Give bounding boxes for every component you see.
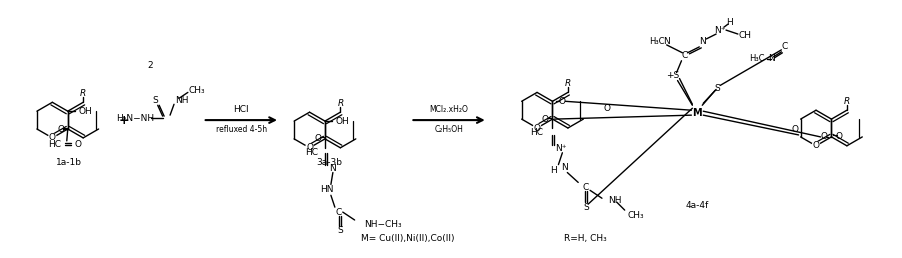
Text: O: O <box>558 97 566 106</box>
Text: CH₃: CH₃ <box>627 211 643 220</box>
Circle shape <box>811 142 819 150</box>
Text: CH₃: CH₃ <box>189 86 206 95</box>
Text: H₃C: H₃C <box>748 54 764 63</box>
Text: C: C <box>780 42 787 51</box>
Text: N⁺: N⁺ <box>554 144 566 153</box>
Text: S: S <box>336 226 342 235</box>
Circle shape <box>532 124 540 132</box>
Text: O: O <box>835 132 842 141</box>
Text: N: N <box>560 163 567 172</box>
Text: O: O <box>819 132 826 141</box>
Text: O: O <box>75 140 81 149</box>
Text: C: C <box>681 51 686 60</box>
Text: C: C <box>582 183 587 192</box>
Text: O: O <box>49 133 56 142</box>
Text: NH: NH <box>175 96 189 105</box>
Text: C: C <box>336 208 342 217</box>
Text: H: H <box>726 18 732 27</box>
Text: H₂N−NH: H₂N−NH <box>116 114 154 123</box>
Text: O: O <box>314 134 321 143</box>
Text: HC: HC <box>305 148 318 157</box>
Text: MCl₂.xH₂O: MCl₂.xH₂O <box>429 105 468 114</box>
Text: N: N <box>663 37 669 46</box>
Text: S: S <box>583 203 588 212</box>
Text: N: N <box>768 54 774 63</box>
Text: HC: HC <box>48 140 60 149</box>
Text: 4a-4f: 4a-4f <box>685 201 708 210</box>
Circle shape <box>305 144 313 152</box>
Text: N⁺: N⁺ <box>713 26 725 35</box>
Text: S: S <box>152 96 158 105</box>
Text: O: O <box>306 143 313 152</box>
Text: 3a-3b: 3a-3b <box>316 158 342 167</box>
Text: H: H <box>549 166 557 175</box>
Text: R: R <box>842 97 849 106</box>
Text: 1a-1b: 1a-1b <box>56 158 82 167</box>
Text: O: O <box>812 141 819 150</box>
Text: NH−CH₃: NH−CH₃ <box>364 220 401 229</box>
Text: R: R <box>80 89 87 98</box>
Text: HN: HN <box>320 185 334 194</box>
Text: +: + <box>118 114 129 127</box>
Text: O: O <box>540 115 548 124</box>
Text: S: S <box>713 84 719 93</box>
Text: R: R <box>336 99 343 108</box>
Text: NH: NH <box>607 196 621 205</box>
Text: O: O <box>603 104 611 113</box>
Text: O: O <box>57 125 64 133</box>
Text: O: O <box>790 125 797 133</box>
Text: H₃C: H₃C <box>649 37 664 46</box>
Text: M= Cu(II),Ni(II),Co(II): M= Cu(II),Ni(II),Co(II) <box>361 234 454 243</box>
Text: M: M <box>692 108 702 118</box>
Text: OH: OH <box>78 107 92 116</box>
Text: refluxed 4-5h: refluxed 4-5h <box>216 125 267 134</box>
Text: HC: HC <box>530 128 543 138</box>
Text: OH: OH <box>336 117 349 126</box>
Circle shape <box>49 134 56 142</box>
Text: R=H, CH₃: R=H, CH₃ <box>563 234 606 243</box>
Text: R: R <box>564 79 570 88</box>
Text: CH: CH <box>738 30 750 39</box>
Text: O: O <box>533 124 540 133</box>
Text: C₂H₅OH: C₂H₅OH <box>434 125 463 134</box>
Text: N: N <box>698 37 704 46</box>
Text: HCl: HCl <box>234 105 249 114</box>
Text: N: N <box>329 164 336 173</box>
Text: 2: 2 <box>147 61 153 70</box>
Text: +S: +S <box>666 71 678 80</box>
